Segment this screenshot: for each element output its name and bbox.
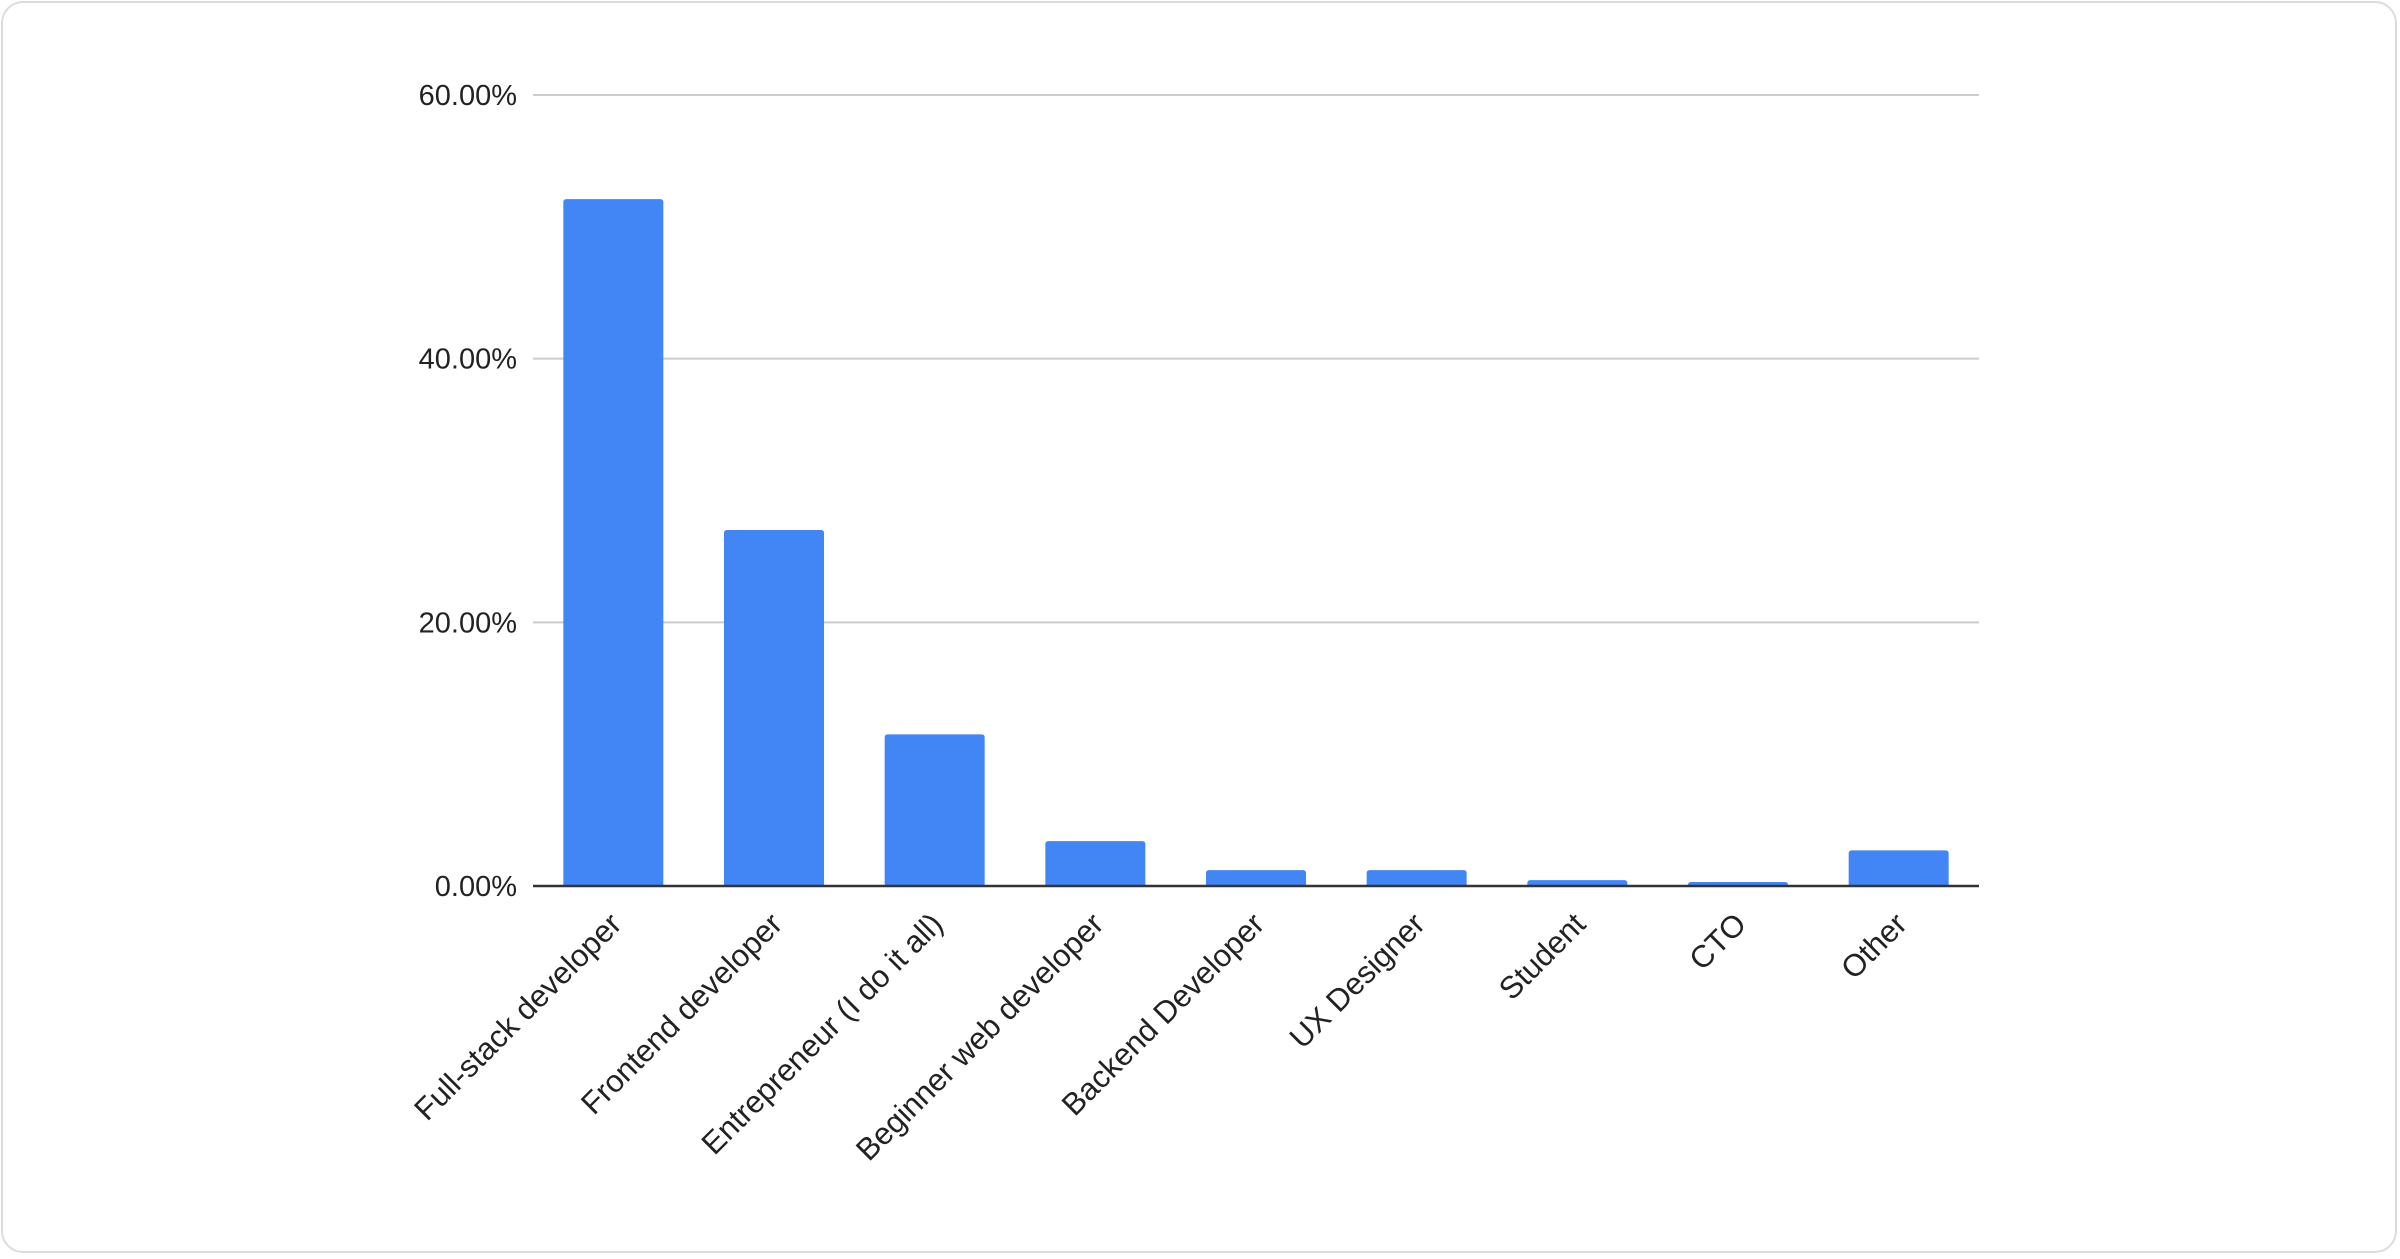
bar (1045, 841, 1146, 886)
x-tick-label: Student (1492, 906, 1593, 1007)
x-tick-label: Other (1834, 906, 1914, 986)
y-tick-label: 0.00% (435, 871, 517, 903)
x-tick-label: CTO (1682, 906, 1753, 977)
bar (1206, 870, 1306, 886)
bar (1848, 850, 1949, 886)
bar (884, 734, 985, 886)
bar (1527, 880, 1628, 886)
y-tick-label: 60.00% (419, 80, 517, 112)
bar-chart: 0.00%20.00%40.00%60.00% Full-stack devel… (407, 80, 1979, 1167)
bar (724, 530, 824, 886)
x-tick-label: UX Designer (1283, 906, 1432, 1055)
y-tick-label: 20.00% (419, 607, 517, 639)
bar (1366, 870, 1467, 886)
y-tick-label: 40.00% (419, 344, 517, 376)
bar (563, 199, 664, 887)
